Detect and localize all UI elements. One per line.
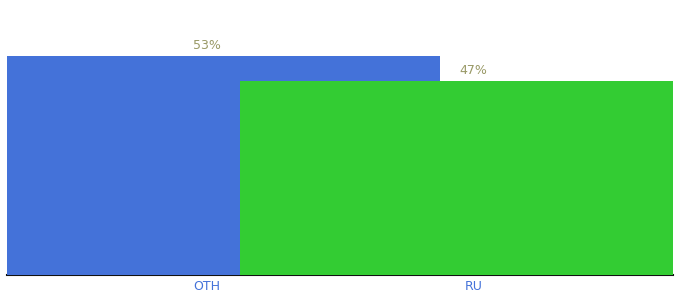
Bar bbox=[240, 81, 680, 274]
Bar bbox=[0, 56, 440, 274]
Text: 47%: 47% bbox=[459, 64, 487, 77]
Text: 53%: 53% bbox=[193, 39, 221, 52]
